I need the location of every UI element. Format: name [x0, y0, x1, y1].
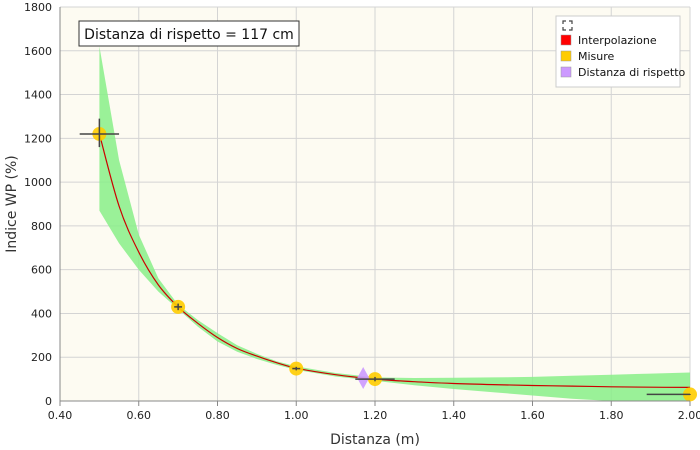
fullscreen-icon[interactable]: [562, 20, 573, 31]
x-tick-label: 1.00: [284, 409, 309, 422]
x-tick-label: 1.20: [363, 409, 388, 422]
y-axis-title: Indice WP (%): [4, 155, 20, 253]
y-tick-label: 200: [31, 351, 52, 364]
x-tick-label: 0.60: [127, 409, 152, 422]
tick-labels: 0.40 0.60 0.80 1.00 1.20 1.40 1.60 1.80 2.00 0 200…: [24, 1, 700, 422]
legend-swatch: [560, 50, 572, 62]
legend-item[interactable]: Interpolazione: [560, 34, 657, 47]
x-tick-label: 1.60: [520, 409, 545, 422]
x-tick-label: 1.40: [442, 409, 467, 422]
y-tick-label: 1800: [24, 1, 52, 14]
error-bar-layer: [79, 118, 691, 396]
legend-item[interactable]: Misure: [560, 50, 615, 63]
y-tick-label: 1200: [24, 132, 52, 145]
legend-box: [555, 15, 681, 88]
x-tick-label: 2.00: [678, 409, 700, 422]
x-tick-label: 0.40: [48, 409, 73, 422]
legend-label: Interpolazione: [578, 34, 657, 47]
y-tick-label: 800: [31, 220, 52, 233]
x-axis-title: Distanza (m): [330, 432, 420, 448]
y-tick-label: 0: [45, 395, 52, 408]
y-tick-label: 1600: [24, 45, 52, 58]
y-tick-label: 1000: [24, 176, 52, 189]
safety-distance-marker: [357, 367, 370, 390]
legend: Interpolazione Misure Distanza di rispetto: [555, 15, 686, 88]
x-tick-label: 0.80: [205, 409, 230, 422]
y-tick-label: 1400: [24, 89, 52, 102]
axes: [59, 7, 690, 402]
x-tick-label: 1.80: [599, 409, 624, 422]
legend-swatch: [560, 34, 572, 46]
legend-swatch: [560, 66, 572, 78]
annotation-box: Distanza di rispetto = 117 cm: [78, 20, 300, 47]
legend-label: Misure: [578, 50, 615, 63]
legend-item[interactable]: Distanza di rispetto: [560, 66, 686, 79]
annotation-text: Distanza di rispetto = 117 cm: [84, 27, 294, 43]
legend-label: Distanza di rispetto: [578, 66, 686, 79]
y-tick-label: 600: [31, 264, 52, 277]
y-tick-label: 400: [31, 307, 52, 320]
